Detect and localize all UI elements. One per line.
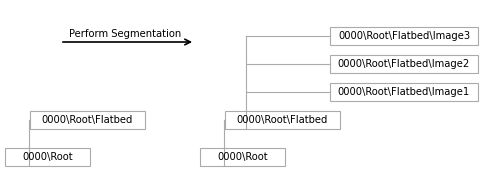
Text: 0000\Root: 0000\Root bbox=[22, 152, 73, 162]
Text: 0000\Root\Flatbed\Image3: 0000\Root\Flatbed\Image3 bbox=[338, 31, 470, 41]
FancyBboxPatch shape bbox=[5, 148, 90, 166]
FancyBboxPatch shape bbox=[30, 111, 145, 129]
FancyBboxPatch shape bbox=[225, 111, 340, 129]
FancyBboxPatch shape bbox=[330, 55, 478, 73]
Text: 0000\Root: 0000\Root bbox=[217, 152, 268, 162]
Text: 0000\Root\Flatbed\Image1: 0000\Root\Flatbed\Image1 bbox=[338, 87, 470, 97]
FancyBboxPatch shape bbox=[330, 83, 478, 101]
FancyBboxPatch shape bbox=[200, 148, 285, 166]
Text: 0000\Root\Flatbed\Image2: 0000\Root\Flatbed\Image2 bbox=[338, 59, 470, 69]
Text: Perform Segmentation: Perform Segmentation bbox=[69, 29, 181, 39]
Text: 0000\Root\Flatbed: 0000\Root\Flatbed bbox=[237, 115, 328, 125]
Text: 0000\Root\Flatbed: 0000\Root\Flatbed bbox=[42, 115, 133, 125]
FancyBboxPatch shape bbox=[330, 27, 478, 45]
